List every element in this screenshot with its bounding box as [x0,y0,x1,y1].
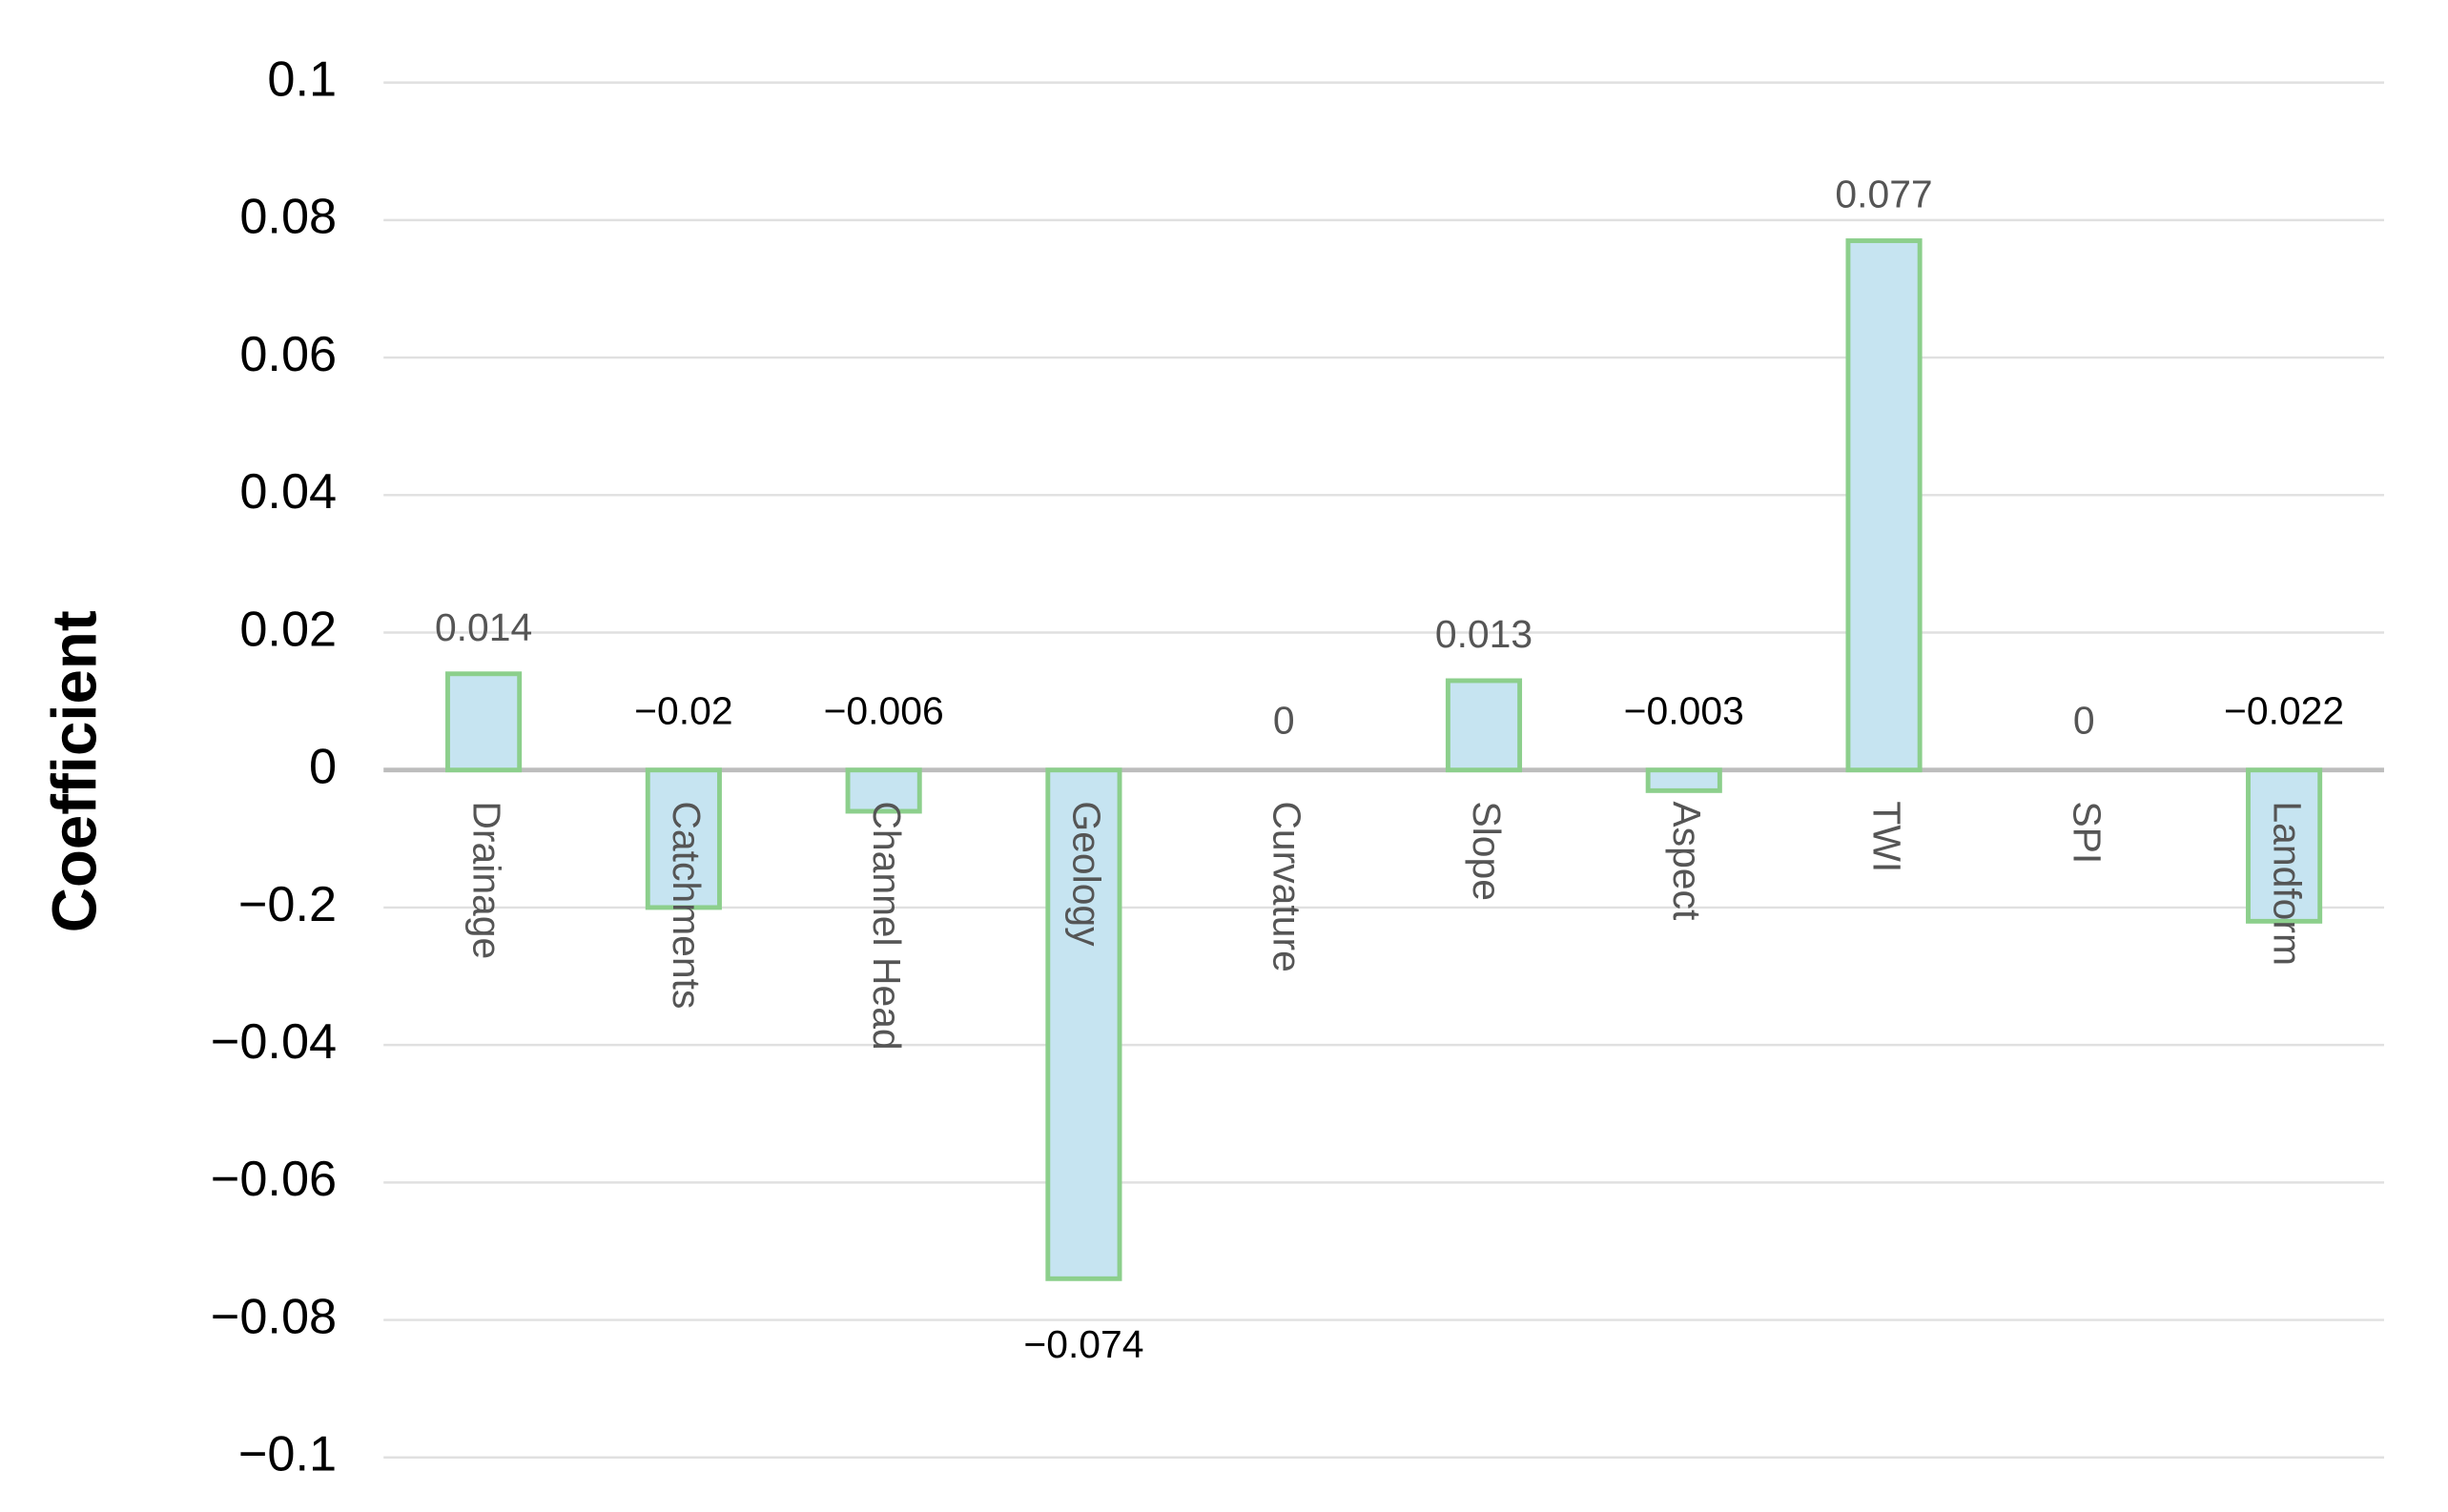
data-label: 0 [2073,698,2095,742]
y-tick-label: 0.1 [267,51,337,107]
y-axis-title: Coefficient [40,610,110,932]
x-tick-label: Channel Head [865,801,909,1050]
y-tick-label: −0.1 [238,1427,337,1482]
x-tick-label: Landform [2265,801,2309,966]
x-tick-label: TWI [1865,801,1909,872]
data-label: 0 [1273,698,1295,742]
data-label: −0.003 [1624,689,1744,733]
x-tick-label: Catchments [665,801,709,1009]
bar [1445,678,1523,773]
bar [1845,238,1923,773]
data-label: 0.014 [435,605,532,649]
y-tick-label: 0.08 [239,190,337,245]
y-tick-label: 0.06 [239,327,337,382]
data-label: −0.02 [634,689,732,733]
bar [1645,767,1722,793]
y-tick-label: −0.04 [211,1014,337,1070]
bar [445,671,523,773]
data-label: −0.022 [2224,689,2344,733]
data-label: −0.074 [1023,1322,1143,1366]
bar [845,767,922,814]
y-tick-label: −0.2 [238,877,337,932]
y-tick-label: 0.02 [239,602,337,657]
bar [645,767,722,910]
x-tick-label: SPI [2066,801,2109,864]
data-label: 0.013 [1435,612,1533,656]
y-tick-label: 0.04 [239,464,337,520]
x-tick-label: Aspect [1665,801,1709,921]
x-tick-label: Curvature [1265,801,1308,971]
data-label: 0.077 [1835,173,1932,216]
bar [2246,767,2323,924]
y-tick-label: −0.08 [211,1289,337,1344]
x-tick-label: Geology [1065,801,1109,947]
bar [1045,767,1122,1281]
y-tick-label: −0.06 [211,1152,337,1207]
y-tick-label: 0 [309,740,337,795]
x-tick-label: Drainage [464,801,508,959]
x-tick-label: Slope [1465,801,1509,901]
data-label: −0.006 [824,689,944,733]
